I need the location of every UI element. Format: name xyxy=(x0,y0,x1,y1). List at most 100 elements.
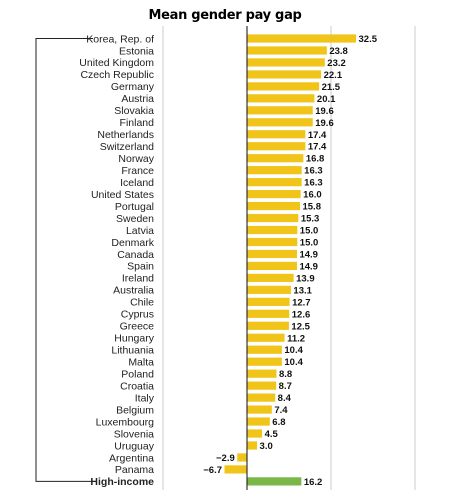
bar xyxy=(247,213,299,223)
category-label: Sweden xyxy=(116,213,154,225)
bar xyxy=(247,417,270,426)
bar xyxy=(247,321,289,330)
category-label: Netherlands xyxy=(97,129,154,141)
bar xyxy=(247,393,276,402)
bar xyxy=(247,142,306,151)
value-label: 8.4 xyxy=(278,393,292,404)
bar xyxy=(247,333,285,342)
chart-title: Mean gender pay gap xyxy=(148,8,302,23)
value-label: 8.7 xyxy=(279,381,292,392)
value-labels: 32.523.823.222.121.520.119.619.617.417.4… xyxy=(203,34,377,488)
value-label: 6.8 xyxy=(272,417,285,428)
value-label: 15.0 xyxy=(300,237,319,248)
value-label: 8.8 xyxy=(279,369,292,380)
category-label: Iceland xyxy=(120,177,154,189)
group-bracket xyxy=(35,38,93,482)
value-label: 10.4 xyxy=(284,345,303,356)
value-label: 11.2 xyxy=(287,333,305,344)
category-label: Argentina xyxy=(109,452,154,464)
category-label: Uruguay xyxy=(114,440,154,452)
value-label: 15.0 xyxy=(300,226,319,237)
category-label: Denmark xyxy=(111,237,154,249)
category-label: Croatia xyxy=(120,380,154,392)
bar xyxy=(237,453,247,462)
bar xyxy=(247,225,298,235)
category-label: Poland xyxy=(121,368,154,380)
bar xyxy=(247,297,290,306)
category-label: Slovenia xyxy=(114,428,154,440)
value-label: 23.2 xyxy=(327,58,346,69)
category-label: United States xyxy=(91,189,154,201)
category-label: United Kingdom xyxy=(79,57,154,69)
bar xyxy=(247,118,313,127)
value-label: 16.3 xyxy=(304,166,323,177)
bar xyxy=(224,465,247,474)
category-label: Austria xyxy=(121,93,154,105)
bar xyxy=(247,345,282,354)
value-label: 17.4 xyxy=(308,130,327,141)
value-label: 16.0 xyxy=(303,190,322,201)
value-label: 32.5 xyxy=(359,34,378,45)
bar xyxy=(247,285,291,294)
bar xyxy=(247,201,300,211)
category-label: Canada xyxy=(117,249,154,261)
category-label: Luxembourg xyxy=(96,416,155,428)
value-label: 3.0 xyxy=(260,441,273,452)
bar xyxy=(247,178,302,187)
bracket-line xyxy=(35,38,93,482)
bar xyxy=(247,273,294,282)
bar xyxy=(247,82,320,91)
bar xyxy=(247,190,301,199)
bar xyxy=(247,130,306,139)
category-label: Cyprus xyxy=(121,309,154,321)
category-label: Estonia xyxy=(119,45,154,57)
category-label: Belgium xyxy=(116,404,154,416)
category-label: Hungary xyxy=(114,333,154,345)
value-label: 19.6 xyxy=(315,106,334,117)
value-label: −6.7 xyxy=(203,465,222,476)
value-label: 15.8 xyxy=(302,202,321,213)
bar xyxy=(247,381,277,390)
value-label: 16.2 xyxy=(304,477,323,488)
category-label: Switzerland xyxy=(100,141,154,153)
category-label: Norway xyxy=(118,153,154,165)
value-label: 17.4 xyxy=(308,142,327,153)
bar xyxy=(247,94,315,103)
bar xyxy=(247,249,297,259)
value-label: 16.3 xyxy=(304,178,323,189)
category-label: High-income xyxy=(90,476,154,488)
category-label: Czech Republic xyxy=(80,69,154,81)
bar xyxy=(247,154,304,163)
value-label: 10.4 xyxy=(284,357,303,368)
category-label: Chile xyxy=(130,297,154,309)
bar xyxy=(247,70,322,79)
bar xyxy=(247,477,302,486)
value-label: 16.8 xyxy=(306,154,325,165)
bar xyxy=(247,429,263,438)
value-label: 7.4 xyxy=(274,405,288,416)
category-label: Spain xyxy=(127,261,154,273)
category-label: Australia xyxy=(113,285,154,297)
category-label: Germany xyxy=(111,81,155,93)
category-label: Korea, Rep. of xyxy=(86,33,154,45)
category-label: Portugal xyxy=(115,201,154,213)
category-label: Slovakia xyxy=(114,105,154,117)
value-label: 19.6 xyxy=(315,118,334,129)
value-label: 12.5 xyxy=(291,321,310,332)
bars-group xyxy=(224,34,356,486)
grid-lines xyxy=(162,26,416,490)
value-label: 14.9 xyxy=(299,261,318,272)
bar xyxy=(247,441,258,450)
bar xyxy=(247,237,298,247)
category-label: Malta xyxy=(128,356,154,368)
value-label: 13.1 xyxy=(293,285,312,296)
value-label: 4.5 xyxy=(265,429,279,440)
bar xyxy=(247,106,313,115)
bar xyxy=(247,46,327,55)
bar xyxy=(247,261,297,271)
value-label: 13.9 xyxy=(296,273,315,284)
category-label: Lithuania xyxy=(111,345,154,357)
category-label: Italy xyxy=(135,392,155,404)
